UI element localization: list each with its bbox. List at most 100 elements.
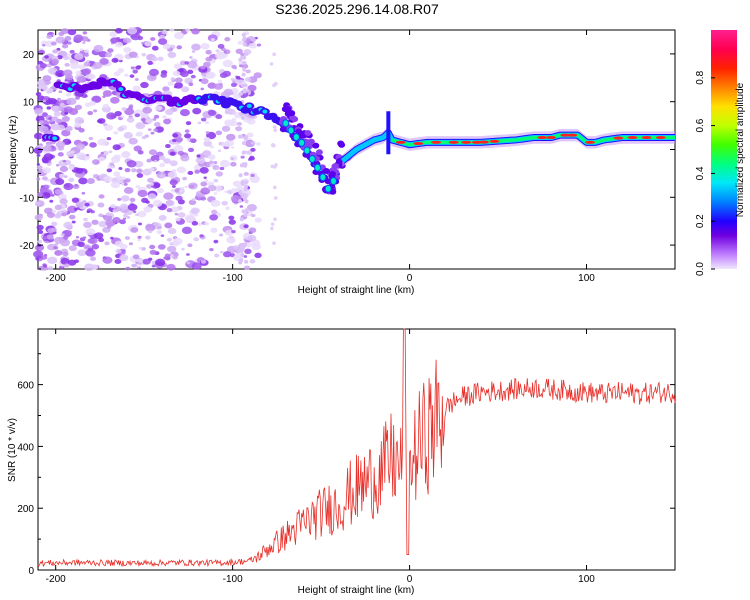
signal-blob [329, 170, 337, 177]
noise-blob [238, 173, 243, 178]
noise-blob [103, 175, 113, 183]
noise-blob [215, 52, 226, 60]
colorbar-tick-label: 0.8 [695, 70, 706, 84]
noise-blob [221, 125, 231, 132]
colorbar-label: Normalized spectral amplitude [735, 82, 746, 217]
noise-blob [68, 245, 77, 252]
noise-blob [64, 36, 72, 42]
noise-blob [272, 241, 276, 245]
noise-blob [230, 77, 235, 81]
top-y-tick-label: 20 [23, 50, 35, 61]
noise-blob [75, 152, 87, 160]
noise-blob [99, 58, 109, 65]
noise-blob [191, 28, 200, 35]
noise-blob [230, 188, 238, 194]
noise-blob [199, 166, 209, 174]
noise-blob [98, 156, 106, 162]
noise-blob [163, 192, 174, 200]
noise-blob [237, 134, 242, 139]
noise-blob [37, 192, 44, 197]
noise-blob [159, 162, 166, 168]
noise-blob [91, 243, 100, 250]
signal-blob [335, 158, 343, 165]
noise-blob [165, 44, 171, 49]
noise-blob [54, 236, 64, 244]
noise-blob [113, 154, 121, 160]
noise-blob [64, 175, 68, 178]
noise-blob [146, 158, 152, 163]
noise-blob [157, 56, 164, 62]
signal-core [262, 109, 268, 114]
noise-blob [199, 234, 204, 238]
noise-blob [245, 69, 251, 74]
noise-blob [207, 154, 216, 160]
top-x-axis-label: Height of straight line (km) [298, 285, 415, 296]
noise-blob [219, 233, 224, 237]
noise-blob [49, 199, 54, 203]
noise-blob [74, 104, 82, 110]
noise-blob [63, 69, 73, 77]
noise-blob [246, 132, 254, 138]
signal-blob [315, 149, 323, 156]
bottom-y-axis-label: SNR (10 * v/v) [7, 418, 18, 482]
noise-blob [153, 122, 161, 127]
noise-blob [137, 189, 148, 198]
noise-blob [83, 263, 95, 272]
noise-blob [197, 121, 202, 125]
noise-blob [44, 55, 49, 59]
noise-blob [119, 219, 126, 225]
noise-blob [117, 126, 125, 132]
noise-blob [250, 173, 255, 177]
noise-blob [141, 247, 146, 251]
noise-blob [239, 91, 244, 96]
top-y-ticks: 20 10 0 -10 -20 [20, 29, 675, 270]
noise-blob [248, 156, 255, 161]
noise-blob [82, 236, 87, 239]
noise-blob [239, 224, 244, 229]
noise-blob [88, 74, 96, 80]
noise-blob [181, 226, 193, 235]
noise-blob [243, 212, 248, 217]
noise-blob [61, 43, 69, 49]
noise-blob [114, 258, 122, 265]
noise-blob [238, 260, 243, 265]
signal-peak [461, 140, 472, 144]
snr-series-line [37, 328, 676, 568]
noise-blob [54, 204, 63, 211]
noise-blob [190, 207, 200, 215]
noise-blob [98, 194, 105, 199]
noise-blob [63, 182, 74, 191]
noise-blob [235, 48, 243, 54]
noise-blob [145, 224, 156, 232]
top-y-tick-label: 10 [23, 98, 35, 109]
signal-core [282, 119, 290, 128]
noise-blob [69, 49, 75, 54]
noise-blob [164, 222, 173, 229]
noise-blob [141, 53, 147, 57]
noise-blob [129, 74, 135, 78]
noise-blob [170, 206, 180, 213]
noise-blob [166, 237, 173, 242]
noise-blob [225, 206, 230, 211]
noise-blob [113, 71, 121, 77]
noise-blob [167, 245, 177, 253]
noise-blob [203, 179, 209, 183]
noise-blob [135, 213, 139, 217]
noise-blob [188, 199, 197, 206]
noise-blob [155, 105, 163, 111]
noise-blob [248, 227, 257, 234]
noise-blob [240, 244, 245, 249]
noise-blob [184, 214, 195, 222]
noise-blob [130, 227, 139, 233]
noise-blob [97, 118, 106, 124]
noise-blob [273, 217, 277, 222]
noise-blob [124, 73, 129, 77]
noise-blob [226, 236, 236, 244]
noise-blob [241, 32, 246, 37]
noise-blob [74, 53, 84, 60]
noise-blob [186, 261, 191, 265]
signal-blob [284, 110, 292, 117]
noise-blob [56, 124, 65, 131]
signal-blob [304, 129, 312, 136]
